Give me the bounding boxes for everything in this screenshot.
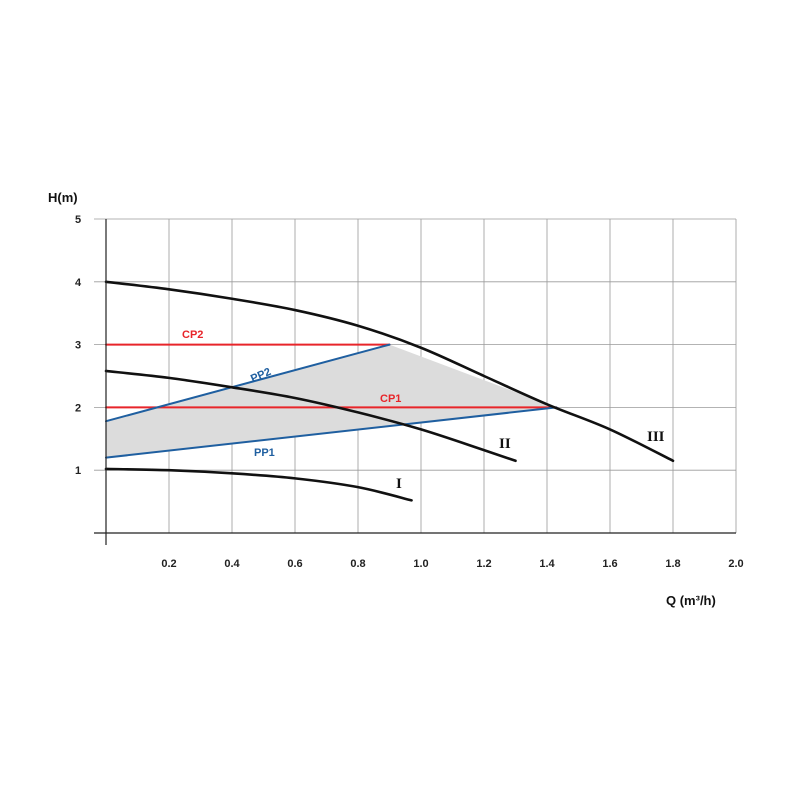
y-tick-label: 4 xyxy=(75,277,82,289)
x-axis-title: Q (m³/h) xyxy=(666,593,716,608)
series-line-ii xyxy=(104,369,517,463)
shaded-area xyxy=(106,344,557,458)
y-tick-label: 2 xyxy=(75,402,81,414)
y-tick-label: 1 xyxy=(75,465,81,477)
y-tick-label: 3 xyxy=(75,340,81,352)
x-tick-label: 1.6 xyxy=(602,558,617,570)
series-label-pp1: PP1 xyxy=(254,447,275,459)
series-label-cp1: CP1 xyxy=(380,393,401,405)
curve-label-iii: III xyxy=(647,429,665,445)
x-tick-label: 1.2 xyxy=(476,558,491,570)
x-tick-label: 0.8 xyxy=(350,558,365,570)
shaded-operating-region xyxy=(106,344,557,458)
series-lines xyxy=(104,280,675,502)
series-line-iii xyxy=(104,280,675,463)
x-tick-label: 1.8 xyxy=(665,558,680,570)
series-line-i xyxy=(104,467,413,502)
x-tick-label: 0.4 xyxy=(224,558,240,570)
x-tick-label: 0.6 xyxy=(287,558,302,570)
x-tick-label: 0.2 xyxy=(161,558,176,570)
series-line-pp1 xyxy=(105,406,558,459)
curve-label-ii: II xyxy=(499,436,511,452)
x-tick-label: 1.0 xyxy=(413,558,428,570)
y-tick-label: 5 xyxy=(75,214,81,226)
x-tick-label: 2.0 xyxy=(728,558,743,570)
axes: 0.2 0.4 0.6 0.8 1.0 1.2 1.4 1.6 1.8 2.0 1 2 3 4 5 xyxy=(75,214,744,570)
series-label-cp2: CP2 xyxy=(182,329,203,341)
series-line-pp2 xyxy=(105,343,391,423)
curve-label-i: I xyxy=(396,476,402,492)
y-axis-title: H(m) xyxy=(48,190,78,205)
x-tick-label: 1.4 xyxy=(539,558,555,570)
